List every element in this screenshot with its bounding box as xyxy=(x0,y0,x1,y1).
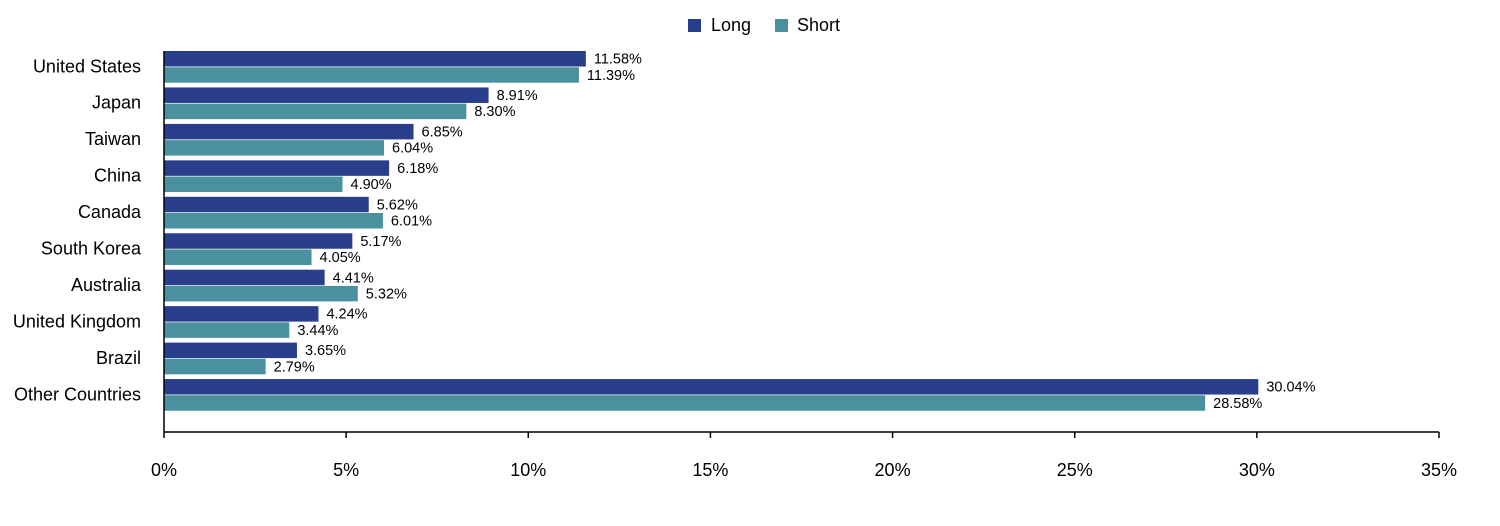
bar-long-other-countries xyxy=(164,379,1259,395)
data-label-short-australia: 5.32% xyxy=(366,286,407,302)
data-label-long-other-countries: 30.04% xyxy=(1266,380,1315,396)
bar-labels-group: 11.58%11.39% 8.91%8.30% 6.85%6.04% 6.18% 4.9… xyxy=(274,52,1316,412)
bars-group xyxy=(164,51,1259,411)
data-label-short-brazil: 2.79% xyxy=(274,359,315,375)
legend-label-long: Long xyxy=(711,15,751,35)
category-label-other-countries: Other Countries xyxy=(14,384,141,404)
bar-short-brazil xyxy=(164,358,266,375)
category-label-south-korea: South Korea xyxy=(41,239,142,259)
data-label-short-japan: 8.30% xyxy=(474,104,515,120)
x-tick-label: 30% xyxy=(1239,460,1275,480)
data-label-long-australia: 4.41% xyxy=(333,270,374,286)
category-label-japan: Japan xyxy=(92,93,141,113)
bar-long-japan xyxy=(164,87,489,103)
bar-long-canada xyxy=(164,196,369,213)
data-label-short-taiwan: 6.04% xyxy=(392,141,433,157)
category-label-brazil: Brazil xyxy=(96,348,141,368)
x-tick-label: 15% xyxy=(692,460,728,480)
data-label-long-china: 6.18% xyxy=(397,161,438,177)
x-tick-label: 25% xyxy=(1057,460,1093,480)
data-label-long-south-korea: 5.17% xyxy=(360,234,401,250)
data-label-long-japan: 8.91% xyxy=(497,88,538,104)
data-label-short-united-kingdom: 3.44% xyxy=(297,323,338,339)
data-label-long-united-states: 11.58% xyxy=(594,52,642,68)
bar-short-united-kingdom xyxy=(164,322,290,338)
bar-long-united-kingdom xyxy=(164,306,319,322)
category-label-canada: Canada xyxy=(78,202,142,222)
data-label-long-united-kingdom: 4.24% xyxy=(326,307,367,323)
bar-short-china xyxy=(164,176,343,193)
x-tick-label: 35% xyxy=(1421,460,1457,480)
category-label-australia: Australia xyxy=(71,275,142,295)
legend-swatch-long xyxy=(688,19,701,32)
bar-long-taiwan xyxy=(164,123,414,140)
category-label-taiwan: Taiwan xyxy=(85,129,141,149)
bar-short-australia xyxy=(164,285,358,302)
data-label-short-china: 4.90% xyxy=(351,177,392,193)
category-labels-group: United States Japan Taiwan China Canada South… xyxy=(13,56,142,404)
bar-long-south-korea xyxy=(164,233,353,249)
bar-short-japan xyxy=(164,103,467,120)
category-label-china: China xyxy=(94,166,142,186)
x-tick-label: 0% xyxy=(151,460,177,480)
bar-long-china xyxy=(164,160,390,176)
data-label-long-taiwan: 6.85% xyxy=(422,124,463,140)
bar-short-other-countries xyxy=(164,395,1206,411)
data-label-short-other-countries: 28.58% xyxy=(1213,396,1262,412)
legend-label-short: Short xyxy=(797,15,840,35)
category-label-united-kingdom: United Kingdom xyxy=(13,311,141,331)
data-label-long-canada: 5.62% xyxy=(377,197,418,213)
bar-long-brazil xyxy=(164,342,297,359)
x-tick-label: 20% xyxy=(875,460,911,480)
legend: Long Short xyxy=(688,15,840,35)
data-label-short-united-states: 11.39% xyxy=(587,68,635,84)
bar-long-australia xyxy=(164,269,325,286)
x-tick-label: 10% xyxy=(510,460,546,480)
bar-short-united-states xyxy=(164,67,579,83)
x-tick-label: 5% xyxy=(333,460,359,480)
data-label-short-south-korea: 4.05% xyxy=(320,250,361,266)
bar-long-united-states xyxy=(164,51,586,67)
category-label-united-states: United States xyxy=(33,56,141,76)
bar-short-canada xyxy=(164,213,383,229)
bar-short-taiwan xyxy=(164,140,385,156)
legend-swatch-short xyxy=(775,19,788,32)
bar-short-south-korea xyxy=(164,249,312,265)
data-label-short-canada: 6.01% xyxy=(391,214,432,230)
axes-group: 0% 5% 10% 15% 20% 25% 30% 35% xyxy=(151,51,1457,480)
data-label-long-brazil: 3.65% xyxy=(305,343,346,359)
